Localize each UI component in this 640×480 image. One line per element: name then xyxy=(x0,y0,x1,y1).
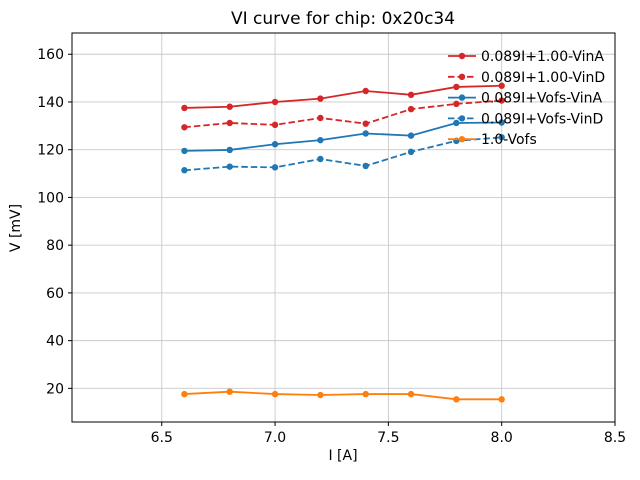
legend-item: 0.089I+Vofs-VinD xyxy=(448,111,603,127)
series-line-0.089I+1.00-VinD xyxy=(184,99,502,129)
data-point-marker xyxy=(317,136,324,144)
legend-label: 0.089I+Vofs-VinA xyxy=(481,91,602,107)
data-point-marker xyxy=(317,114,324,122)
series-line-0.089I+Vofs-VinD xyxy=(184,136,502,172)
data-point-marker xyxy=(407,132,415,139)
data-series xyxy=(181,82,505,403)
series-line-1.0-Vofs xyxy=(184,390,502,401)
legend-label: 0.089I+1.00-VinD xyxy=(481,70,605,86)
y-tick-label: 80 xyxy=(46,238,64,254)
data-point-marker xyxy=(181,167,188,174)
data-point-marker xyxy=(453,100,460,108)
data-point-marker xyxy=(362,162,369,170)
data-point-marker xyxy=(498,97,505,104)
y-tick-label: 60 xyxy=(46,286,64,302)
legend-item: 1.0-Vofs xyxy=(448,132,537,148)
data-point-marker xyxy=(271,98,279,106)
data-point-marker xyxy=(181,390,188,398)
legend-item: 0.089I+1.00-VinD xyxy=(448,70,605,86)
x-tick-label: 8.5 xyxy=(604,430,626,446)
data-point-marker xyxy=(453,396,460,403)
x-tick-label: 8.0 xyxy=(491,430,513,446)
y-tick-label: 160 xyxy=(37,47,64,63)
legend-sample-marker xyxy=(458,115,466,122)
x-tick-label: 6.5 xyxy=(151,430,173,446)
legend-sample-marker xyxy=(458,73,466,81)
data-point-marker xyxy=(407,148,415,156)
data-point-marker xyxy=(453,83,460,91)
data-point-marker xyxy=(407,91,415,99)
data-point-marker xyxy=(271,121,279,129)
data-point-marker xyxy=(453,119,460,127)
data-point-marker xyxy=(407,390,415,398)
x-tick-label: 7.5 xyxy=(377,430,399,446)
data-point-marker xyxy=(181,147,188,155)
plot-border xyxy=(71,32,616,423)
x-axis-label: I [A] xyxy=(328,448,357,464)
y-tick-label: 20 xyxy=(46,381,64,397)
series-line-0.089I+1.00-VinA xyxy=(184,84,502,109)
data-point-marker xyxy=(498,134,505,141)
y-tick-label: 100 xyxy=(37,190,64,206)
legend-sample-marker xyxy=(458,94,466,101)
data-point-marker xyxy=(226,119,233,127)
data-point-marker xyxy=(362,390,369,398)
data-point-marker xyxy=(181,104,188,112)
legend-label: 1.0-Vofs xyxy=(481,132,537,148)
data-point-marker xyxy=(317,155,324,163)
data-point-marker xyxy=(181,124,188,131)
data-point-marker xyxy=(226,163,233,170)
x-tick-label: 7.0 xyxy=(264,430,286,446)
y-tick-label: 120 xyxy=(37,143,64,159)
legend-label: 0.089I+1.00-VinA xyxy=(481,49,604,65)
axes: 6.5 7.0 7.5 8.0 8.5 20 40 60 80 100 120 140 160 xyxy=(37,32,626,446)
data-point-marker xyxy=(498,82,505,89)
legend: 0.089I+1.00-VinA 0.089I+1.00-VinD 0.089I+V… xyxy=(448,49,605,148)
data-point-marker xyxy=(317,95,324,102)
data-point-marker xyxy=(498,396,505,403)
data-point-marker xyxy=(271,390,279,398)
legend-sample-marker xyxy=(458,136,466,143)
legend-sample-marker xyxy=(458,52,466,60)
data-point-marker xyxy=(271,141,279,148)
legend-item: 0.089I+Vofs-VinA xyxy=(448,91,602,107)
data-point-marker xyxy=(226,388,233,395)
chart-title: VI curve for chip: 0x20c34 xyxy=(231,9,455,29)
data-point-marker xyxy=(271,164,279,171)
legend-item: 0.089I+1.00-VinA xyxy=(448,49,604,65)
legend-label: 0.089I+Vofs-VinD xyxy=(481,111,603,127)
data-point-marker xyxy=(362,87,369,95)
data-point-marker xyxy=(226,103,233,110)
data-point-marker xyxy=(407,105,415,113)
data-point-marker xyxy=(498,119,505,126)
series-line-0.089I+Vofs-VinA xyxy=(184,121,502,152)
data-point-marker xyxy=(317,391,324,399)
data-point-marker xyxy=(362,120,369,127)
y-tick-label: 140 xyxy=(37,95,64,111)
y-tick-label: 40 xyxy=(46,334,64,350)
data-point-marker xyxy=(362,130,369,137)
data-point-marker xyxy=(226,146,233,154)
y-axis-label: V [mV] xyxy=(8,204,24,252)
